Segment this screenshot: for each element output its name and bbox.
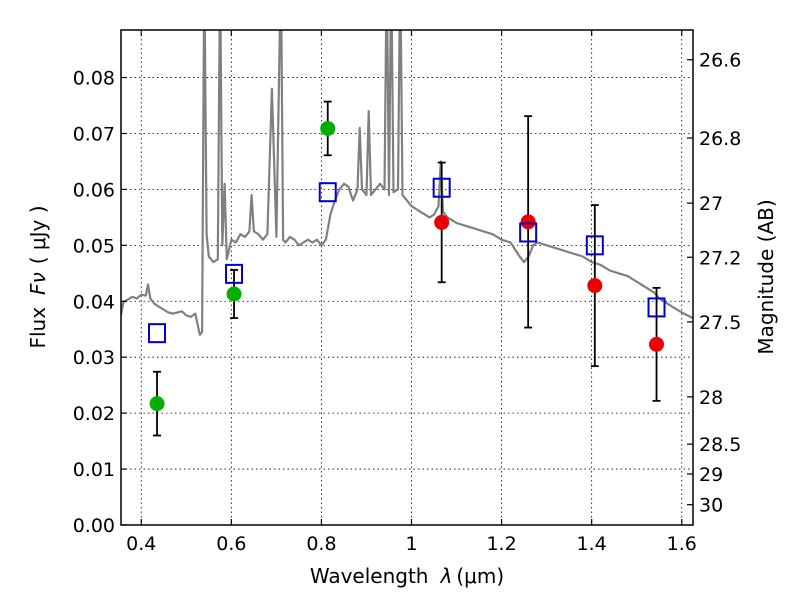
y-tick-label: 0.08 (73, 68, 115, 90)
model-flux-square (148, 323, 167, 344)
magnitude-tick-label: 26.6 (699, 50, 741, 72)
template-spectrum-line (121, 30, 693, 336)
data-point (226, 286, 242, 302)
y-tick-label: 0.02 (73, 403, 115, 425)
y-axis-label: FluxFν( μJy ) (26, 205, 50, 348)
data-point (320, 120, 336, 136)
y-tick-label: 0.06 (73, 179, 115, 201)
x-axis-label: Wavelength λ (μm) (310, 564, 504, 588)
y-tick-label: 0.03 (73, 347, 115, 369)
x-tick-label: 1.4 (577, 533, 607, 555)
magnitude-tick-label: 29 (699, 464, 723, 486)
magnitude-tick-label: 30 (699, 495, 723, 517)
model-flux-square (432, 177, 451, 198)
plot-frame (120, 29, 694, 526)
y-tick-label: 0.00 (73, 515, 115, 537)
model-flux-square (519, 222, 538, 243)
magnitude-axis-label: Magnitude (AB) (754, 199, 778, 354)
x-tick-label: 1.6 (667, 533, 697, 555)
magnitude-tick-label: 28.5 (699, 434, 741, 456)
y-tick-label: 0.07 (73, 123, 115, 145)
model-flux-square (647, 297, 666, 318)
data-point (587, 278, 603, 294)
x-tick-label: 1.2 (486, 533, 516, 555)
data-point (149, 396, 165, 412)
x-tick-label: 0.6 (216, 533, 246, 555)
magnitude-tick-label: 26.8 (699, 128, 741, 150)
data-point (520, 214, 536, 230)
x-tick-label: 0.8 (306, 533, 336, 555)
magnitude-axis: 26.6 26.8 27 27.2 27.5 28 28.5 29 30 (687, 50, 741, 517)
magnitude-tick-label: 27.2 (699, 247, 741, 269)
model-flux-square (225, 263, 244, 284)
x-axis: 0.4 0.6 0.8 1 1.2 1.4 1.6 (126, 30, 697, 555)
y-tick-label: 0.04 (73, 291, 115, 313)
y-tick-label: 0.05 (73, 235, 115, 257)
model-flux-square (318, 182, 337, 203)
model-flux-square (585, 235, 604, 256)
grid-lines (121, 30, 693, 526)
magnitude-tick-label: 27.5 (699, 312, 741, 334)
y-tick-label: 0.01 (73, 459, 115, 481)
x-tick-label: 0.4 (126, 533, 156, 555)
y-axis: 0.00 0.01 0.02 0.03 0.04 0.05 0.06 0.07 0.08 (73, 68, 127, 537)
magnitude-tick-label: 28 (699, 387, 723, 409)
data-point (649, 336, 665, 352)
data-layer (121, 30, 693, 437)
x-tick-label: 1 (405, 533, 417, 555)
magnitude-tick-label: 27 (699, 193, 723, 215)
data-point (434, 214, 450, 230)
